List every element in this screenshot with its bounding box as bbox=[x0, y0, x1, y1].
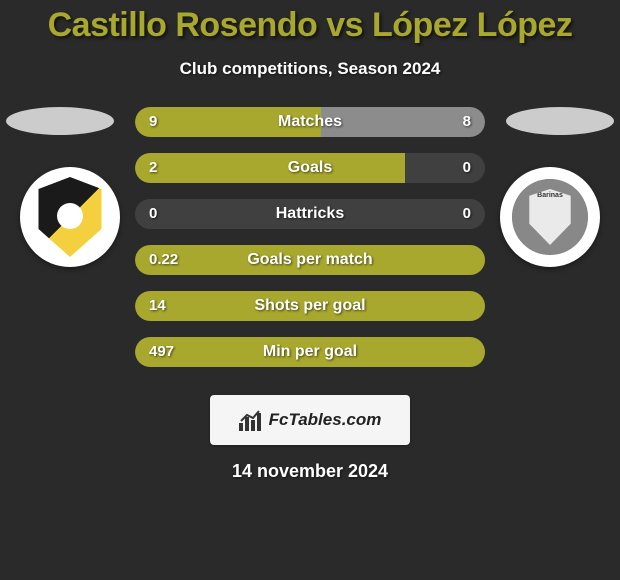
comparison-arena: Barinas Matches98Goals20Hattricks00Goals… bbox=[0, 107, 620, 387]
stat-bars: Matches98Goals20Hattricks00Goals per mat… bbox=[135, 107, 485, 383]
stat-row: Goals per match0.22 bbox=[135, 245, 485, 275]
stat-label: Goals per match bbox=[135, 245, 485, 275]
stat-row: Hattricks0 0 bbox=[135, 199, 485, 229]
stat-value-left: 497 bbox=[149, 337, 174, 367]
brand-box[interactable]: FcTables.com bbox=[210, 395, 410, 445]
page-title: Castillo Rosendo vs López López bbox=[0, 0, 620, 45]
stat-value-left: 9 bbox=[149, 107, 157, 137]
stat-value-right: 0 bbox=[463, 199, 471, 229]
club-crest-right-shield-icon: Barinas bbox=[527, 189, 573, 245]
club-crest-left-icon bbox=[35, 177, 105, 257]
stat-value-left: 0 bbox=[149, 199, 157, 229]
stat-value-left: 0.22 bbox=[149, 245, 178, 275]
stat-value-left: 2 bbox=[149, 153, 157, 183]
stat-value-right: 0 bbox=[463, 153, 471, 183]
stat-label: Matches bbox=[135, 107, 485, 137]
stat-label: Min per goal bbox=[135, 337, 485, 367]
stat-row: Goals2 0 bbox=[135, 153, 485, 183]
club-badge-left bbox=[20, 167, 120, 267]
stat-value-right: 8 bbox=[463, 107, 471, 137]
club-badge-right: Barinas bbox=[500, 167, 600, 267]
stat-label: Goals bbox=[135, 153, 485, 183]
stat-row: Shots per goal14 bbox=[135, 291, 485, 321]
stat-row: Min per goal497 bbox=[135, 337, 485, 367]
brand-logo-icon bbox=[239, 409, 263, 431]
brand-text: FcTables.com bbox=[269, 410, 382, 430]
stat-value-left: 14 bbox=[149, 291, 166, 321]
stat-label: Hattricks bbox=[135, 199, 485, 229]
stat-row: Matches9 8 bbox=[135, 107, 485, 137]
player-right-platform bbox=[506, 107, 614, 135]
stat-label: Shots per goal bbox=[135, 291, 485, 321]
subtitle: Club competitions, Season 2024 bbox=[0, 59, 620, 79]
club-crest-right-icon: Barinas bbox=[512, 179, 588, 255]
player-left-platform bbox=[6, 107, 114, 135]
date-text: 14 november 2024 bbox=[0, 461, 620, 482]
